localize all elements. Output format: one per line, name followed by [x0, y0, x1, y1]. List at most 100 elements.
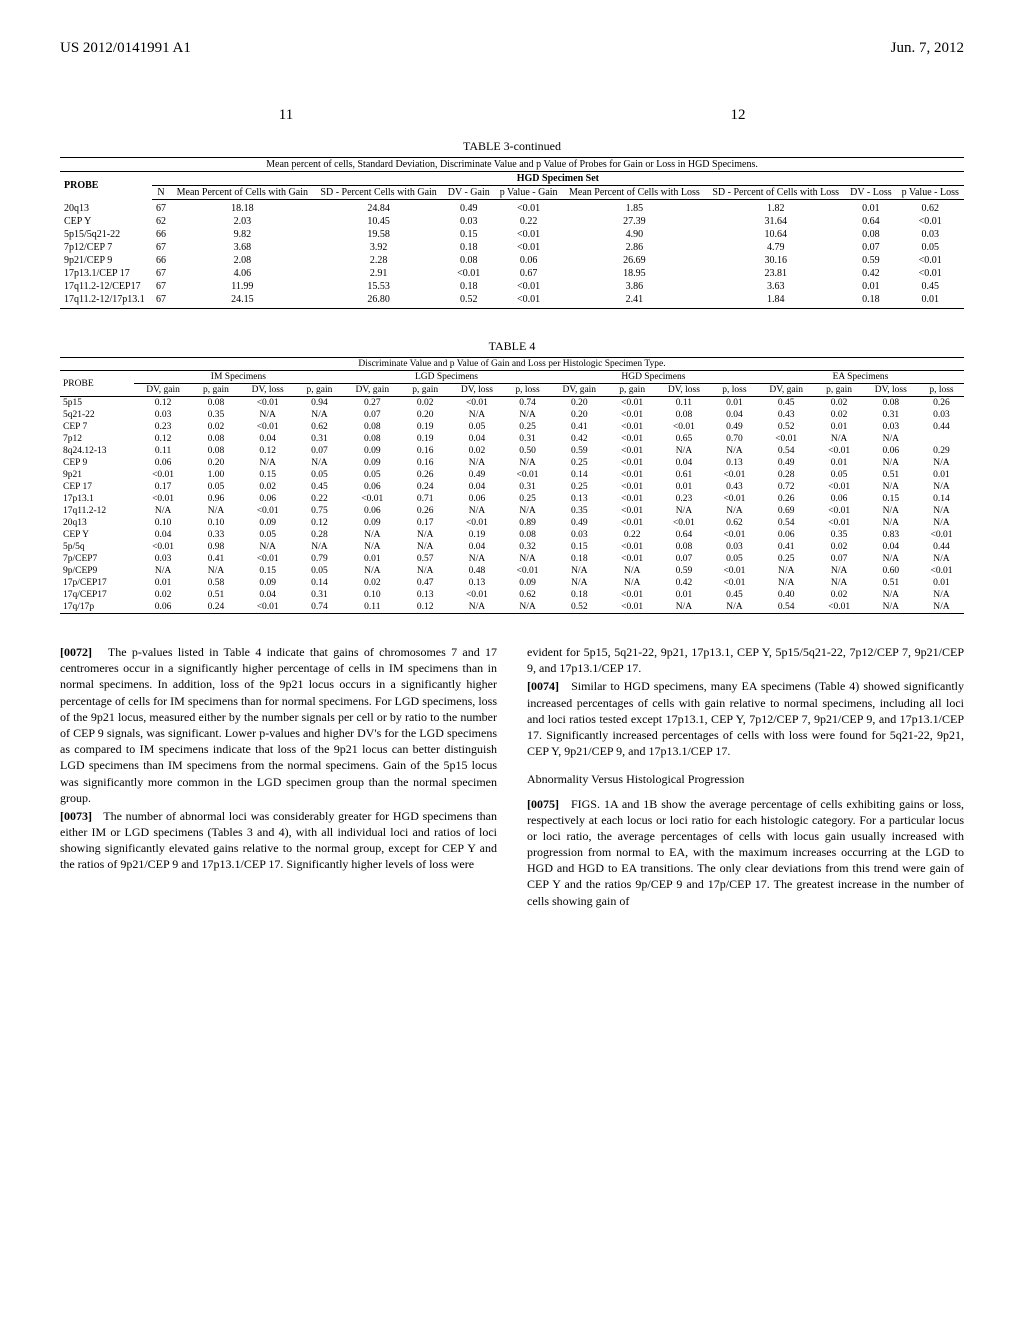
- cell: 0.60: [863, 565, 919, 577]
- cell: 62: [152, 215, 171, 228]
- cell: <0.01: [495, 241, 563, 254]
- cell: <0.01: [656, 517, 712, 529]
- cell: <0.01: [505, 469, 550, 481]
- cell: <0.01: [609, 553, 656, 565]
- cell: <0.01: [609, 445, 656, 457]
- cell: 0.17: [402, 517, 449, 529]
- cell: CEP 17: [60, 481, 134, 493]
- cell: 3.86: [563, 280, 706, 293]
- cell: 17p13.1/CEP 17: [60, 267, 152, 280]
- cell: 0.19: [449, 529, 505, 541]
- page-header: US 2012/0141991 A1 Jun. 7, 2012: [60, 40, 964, 57]
- cell: 0.35: [192, 409, 239, 421]
- cell: 0.58: [192, 577, 239, 589]
- table-row: 7p120.120.080.040.310.080.190.040.310.42…: [60, 433, 964, 445]
- cell: 5p/5q: [60, 541, 134, 553]
- cell: 2.91: [314, 267, 443, 280]
- cell: 0.13: [712, 457, 757, 469]
- cell: 0.05: [896, 241, 964, 254]
- cell: 0.29: [919, 445, 964, 457]
- cell: 0.04: [449, 541, 505, 553]
- cell: 0.22: [495, 215, 563, 228]
- table-row: 5q21-220.030.35N/AN/A0.070.20N/AN/A0.20<…: [60, 409, 964, 421]
- cell: 0.06: [134, 457, 193, 469]
- cell: 0.04: [656, 457, 712, 469]
- para-num: [0074]: [527, 679, 559, 693]
- cell: 0.04: [449, 433, 505, 445]
- cell: 0.18: [443, 280, 495, 293]
- right-column: evident for 5p15, 5q21-22, 9p21, 17p13.1…: [527, 644, 964, 911]
- cell: <0.01: [495, 228, 563, 241]
- cell: 0.15: [550, 541, 609, 553]
- cell: CEP Y: [60, 215, 152, 228]
- cell: <0.01: [495, 280, 563, 293]
- cell: <0.01: [609, 481, 656, 493]
- doc-date: Jun. 7, 2012: [891, 40, 964, 57]
- cell: 0.05: [296, 469, 343, 481]
- cell: 0.31: [863, 409, 919, 421]
- table-row: CEP 90.060.20N/AN/A0.090.16N/AN/A0.25<0.…: [60, 457, 964, 469]
- cell: 1.84: [706, 293, 845, 309]
- grp-im: IM Specimens: [134, 371, 343, 384]
- cell: N/A: [505, 457, 550, 469]
- cell: 0.14: [919, 493, 964, 505]
- cell: <0.01: [240, 553, 296, 565]
- col-dv-gain: DV - Gain: [443, 186, 495, 200]
- cell: N/A: [757, 577, 816, 589]
- col-probe: PROBE: [60, 172, 152, 200]
- cell: 0.33: [192, 529, 239, 541]
- table-row: 7p12/CEP 7673.683.920.18<0.012.864.790.0…: [60, 241, 964, 254]
- cell: 0.42: [845, 267, 896, 280]
- cell: 0.31: [505, 481, 550, 493]
- cell: <0.01: [449, 589, 505, 601]
- cell: 0.10: [134, 517, 193, 529]
- cell: N/A: [240, 457, 296, 469]
- cell: 0.06: [863, 445, 919, 457]
- cell: 0.01: [896, 293, 964, 309]
- cell: 3.63: [706, 280, 845, 293]
- table-row: 5p/5q<0.010.98N/AN/AN/AN/A0.040.320.15<0…: [60, 541, 964, 553]
- cell: 0.79: [296, 553, 343, 565]
- cell: 0.03: [134, 553, 193, 565]
- cell: 0.07: [656, 553, 712, 565]
- cell: 0.01: [816, 421, 863, 433]
- cell: 0.02: [816, 589, 863, 601]
- cell: N/A: [712, 445, 757, 457]
- cell: <0.01: [505, 565, 550, 577]
- para-text: The p-values listed in Table 4 indicate …: [60, 645, 497, 805]
- cell: <0.01: [134, 469, 193, 481]
- cell: 0.74: [505, 397, 550, 410]
- cell: N/A: [712, 601, 757, 614]
- cell: 0.01: [656, 589, 712, 601]
- cell: 0.06: [757, 529, 816, 541]
- cell: 24.15: [170, 293, 314, 309]
- cell: 0.41: [192, 553, 239, 565]
- cell: 0.01: [919, 469, 964, 481]
- cell: N/A: [505, 553, 550, 565]
- cell: 0.43: [757, 409, 816, 421]
- cell: 0.22: [296, 493, 343, 505]
- para-text: The number of abnormal loci was consider…: [60, 809, 497, 872]
- cell: <0.01: [240, 505, 296, 517]
- cell: <0.01: [495, 293, 563, 309]
- body-columns: [0072] The p-values listed in Table 4 in…: [60, 644, 964, 911]
- cell: 17p/CEP17: [60, 577, 134, 589]
- cell: <0.01: [134, 541, 193, 553]
- col-n: N: [152, 186, 171, 200]
- cell: 0.51: [863, 577, 919, 589]
- cell: N/A: [919, 505, 964, 517]
- cell: 10.45: [314, 215, 443, 228]
- cell: 4.90: [563, 228, 706, 241]
- table3-group: HGD Specimen Set: [152, 172, 964, 186]
- cell: 0.52: [443, 293, 495, 309]
- cell: N/A: [192, 565, 239, 577]
- cell: 67: [152, 200, 171, 216]
- table-row: 5p150.120.08<0.010.940.270.02<0.010.740.…: [60, 397, 964, 410]
- cell: 0.50: [505, 445, 550, 457]
- cell: 7p12/CEP 7: [60, 241, 152, 254]
- cell: 18.95: [563, 267, 706, 280]
- cell: 15.53: [314, 280, 443, 293]
- cell: 0.62: [505, 589, 550, 601]
- cell: 17q11.2-12/CEP17: [60, 280, 152, 293]
- cell: 0.52: [550, 601, 609, 614]
